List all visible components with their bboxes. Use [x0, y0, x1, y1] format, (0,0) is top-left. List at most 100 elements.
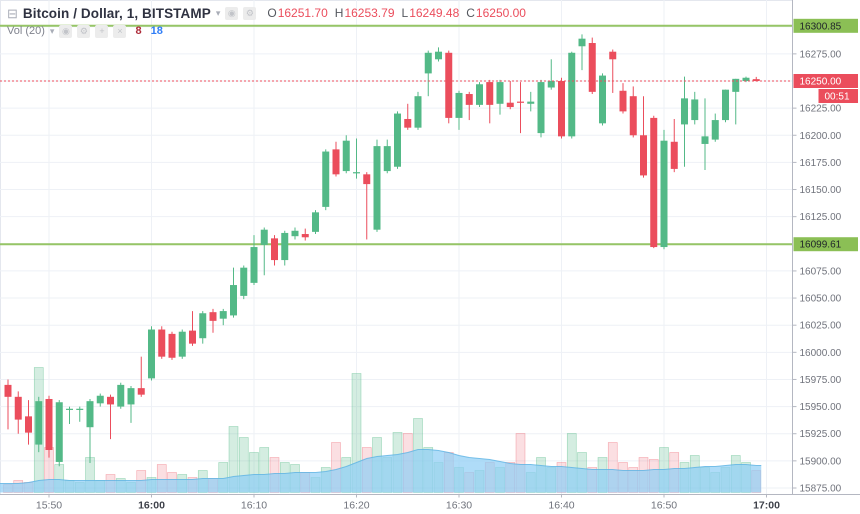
candle [660, 140, 668, 248]
time-tick-label: 16:20 [343, 500, 369, 512]
candle [230, 285, 237, 316]
candle [394, 113, 401, 167]
candle [301, 234, 309, 238]
time-tick-label: 16:30 [446, 500, 472, 512]
candle [568, 52, 576, 137]
time-tick-label: 16:00 [138, 500, 165, 512]
candle [691, 99, 699, 121]
candles [4, 34, 760, 467]
candle [189, 330, 196, 344]
price-tick-label: 16000.00 [800, 348, 842, 359]
close-icon[interactable]: × [113, 24, 127, 38]
candle [373, 146, 381, 230]
time-axis[interactable]: 15:50 16:00 16:10 16:20 16:30 16:40 16:50 17:00 [0, 494, 860, 514]
candle [148, 329, 155, 379]
price-tick-label: 16200.00 [800, 131, 842, 142]
candle [250, 247, 258, 283]
candle [722, 89, 729, 121]
candle [35, 401, 43, 445]
candle [209, 312, 217, 321]
level-badge-text: 16099.61 [800, 240, 842, 251]
last-price-badge-text: 16250.00 [800, 77, 842, 88]
candle [588, 43, 596, 92]
chevron-down-icon[interactable]: ▾ [215, 7, 221, 18]
candle [681, 98, 688, 125]
candle [732, 78, 740, 92]
candle [424, 52, 432, 74]
candle [496, 82, 504, 104]
countdown-badge [818, 89, 858, 103]
candle [260, 229, 268, 245]
gear-icon[interactable]: ⚙ [243, 6, 257, 20]
eye-icon[interactable]: ◉ [59, 24, 73, 38]
candle [332, 149, 340, 175]
time-tick-label: 17:00 [753, 500, 780, 512]
candle [240, 267, 248, 296]
price-axis[interactable]: 16275.00 16225.00 16200.00 16175.00 16150.00… [792, 0, 860, 514]
candle [465, 94, 473, 105]
candle [322, 151, 330, 207]
candle [127, 388, 135, 405]
candle [76, 408, 84, 410]
price-tick-label: 15975.00 [800, 375, 842, 386]
symbol-title[interactable]: Bitcoin / Dollar, 1, BITSTAMP [22, 5, 211, 21]
candle [752, 79, 760, 81]
candle [599, 75, 606, 124]
candle [312, 212, 319, 232]
candle [158, 329, 166, 357]
price-tick-label: 15900.00 [800, 456, 842, 467]
candle [701, 136, 709, 144]
chevron-down-icon[interactable]: ▾ [49, 25, 55, 36]
time-tick-label: 16:40 [548, 500, 574, 512]
candle [66, 408, 73, 410]
last-price-badge [793, 74, 858, 88]
candle [25, 416, 32, 433]
candle [178, 331, 186, 357]
price-tick-label: 16225.00 [800, 104, 842, 115]
price-tick-label: 16075.00 [800, 266, 842, 277]
price-tick-label: 15950.00 [800, 402, 842, 413]
candle [547, 81, 555, 88]
candle [670, 141, 678, 169]
volume-indicator-title[interactable]: Vol (20) [7, 25, 45, 37]
candle [506, 102, 514, 108]
price-tick-label: 16125.00 [800, 212, 842, 223]
candle [291, 230, 299, 237]
candle [742, 77, 750, 81]
eye-icon[interactable]: ◉ [225, 6, 239, 20]
price-tick-label: 15925.00 [800, 429, 842, 440]
collapse-pane-icon[interactable]: ⊟ [7, 5, 18, 21]
candle [537, 82, 545, 134]
time-tick-label: 16:50 [651, 500, 677, 512]
level-badge [793, 237, 858, 252]
candle [353, 172, 360, 174]
candle [711, 120, 719, 140]
price-tick-label: 16175.00 [800, 158, 842, 169]
candle [4, 384, 12, 397]
candle [404, 118, 412, 128]
grid-lines [0, 0, 792, 494]
candle [168, 333, 176, 358]
candle [517, 101, 524, 103]
candle [107, 396, 114, 405]
candle [650, 117, 658, 248]
level-badge [793, 18, 858, 33]
candle [455, 92, 463, 118]
candle [117, 384, 125, 407]
candle [640, 135, 647, 176]
time-tick-label: 15:50 [36, 500, 62, 512]
candle [86, 401, 94, 428]
plus-icon[interactable]: + [95, 24, 109, 38]
candle [435, 51, 442, 60]
candle [45, 398, 53, 451]
candle [96, 395, 104, 404]
candle [137, 388, 145, 395]
candle [199, 313, 207, 339]
candle [445, 52, 453, 118]
price-tick-label: 16150.00 [800, 185, 842, 196]
gear-icon[interactable]: ⚙ [77, 24, 91, 38]
level-lines [0, 24, 792, 246]
candle [619, 90, 627, 112]
